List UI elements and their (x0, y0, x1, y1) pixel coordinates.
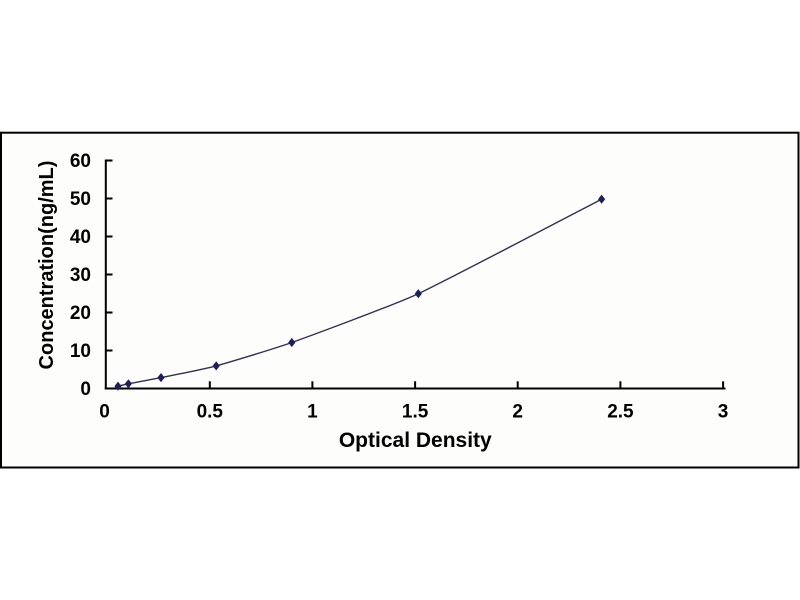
svg-text:0.5: 0.5 (197, 402, 224, 423)
svg-text:0: 0 (80, 379, 91, 400)
svg-text:50: 50 (70, 189, 91, 210)
svg-text:20: 20 (70, 303, 91, 324)
svg-text:Concentration(ng/mL): Concentration(ng/mL) (36, 161, 58, 370)
svg-text:1.5: 1.5 (402, 402, 429, 423)
svg-text:0: 0 (99, 402, 110, 423)
svg-text:60: 60 (70, 151, 91, 172)
svg-text:1: 1 (307, 402, 318, 423)
svg-text:3: 3 (718, 402, 729, 423)
svg-text:30: 30 (70, 265, 91, 286)
svg-text:2.5: 2.5 (607, 402, 634, 423)
svg-text:10: 10 (70, 341, 91, 362)
svg-text:2: 2 (512, 402, 523, 423)
svg-text:Optical Density: Optical Density (339, 429, 492, 452)
svg-text:40: 40 (70, 227, 91, 248)
